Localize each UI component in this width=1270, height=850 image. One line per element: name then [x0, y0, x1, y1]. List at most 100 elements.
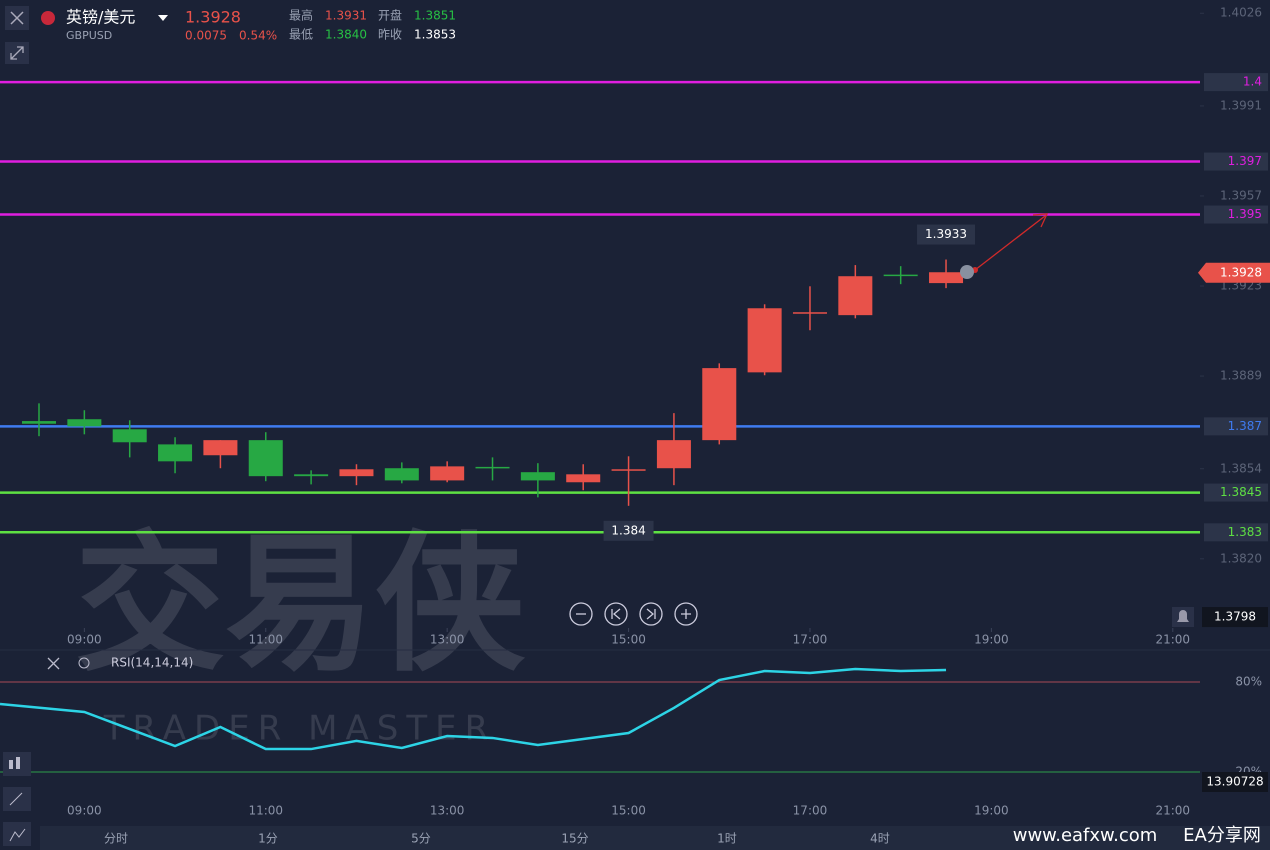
- prev: 1.3853: [414, 28, 456, 42]
- level-label: 1.397: [1228, 154, 1262, 168]
- low-label: 最低: [289, 28, 313, 42]
- high-marker-box: [917, 224, 976, 245]
- x-tick-label: 17:00: [793, 633, 828, 647]
- rsi-close[interactable]: [47, 657, 60, 670]
- low-marker: 1.384: [611, 523, 645, 537]
- watermark-subtitle: TRADER MASTER: [103, 709, 496, 749]
- y-tick-label: 1.3991: [1220, 98, 1262, 112]
- prev-label: 昨收: [378, 28, 402, 42]
- x-tick-label: 11:00: [248, 633, 283, 647]
- x-tick-label: 15:00: [611, 633, 646, 647]
- candle-body: [384, 468, 419, 481]
- candle-body: [702, 368, 737, 441]
- candle-body: [929, 272, 964, 284]
- dropdown-icon[interactable]: [158, 15, 168, 21]
- alert-button[interactable]: [1172, 607, 1194, 627]
- candle-body: [747, 308, 782, 373]
- y-tick-label: 1.3889: [1220, 369, 1262, 383]
- open: 1.3851: [414, 9, 456, 23]
- level-label-box: [1204, 523, 1268, 542]
- rsi-line: [0, 667, 947, 751]
- candle-body: [792, 312, 827, 314]
- level-label: 1.395: [1228, 207, 1262, 221]
- tab-bar: [40, 826, 1270, 850]
- level-label: 1.3845: [1220, 485, 1262, 499]
- candle-body: [430, 466, 465, 481]
- open-label: 开盘: [378, 8, 402, 23]
- level-label-box: [1204, 205, 1268, 224]
- high-marker: 1.3933: [925, 227, 967, 241]
- x-tick-label: 13:00: [430, 804, 465, 818]
- level-label-box: [1204, 417, 1268, 436]
- x-tick-label: 09:00: [67, 633, 102, 647]
- footer-site: www.eafxw.com: [1013, 825, 1158, 846]
- y-tick-label: 1.3957: [1220, 188, 1262, 202]
- change: 0.0075: [185, 29, 227, 43]
- footer-brand: EA分享网: [1183, 825, 1261, 846]
- cursor-price: 1.3798: [1214, 610, 1256, 624]
- candle-body: [566, 474, 601, 483]
- low-marker-box: [603, 520, 654, 541]
- candle-body: [158, 444, 193, 462]
- last-price-box: [1198, 262, 1270, 283]
- candle-body: [294, 474, 329, 477]
- y-tick-label: 1.4026: [1220, 6, 1262, 20]
- x-tick-label: 19:00: [974, 804, 1009, 818]
- price: 1.3928: [185, 8, 241, 27]
- x-tick-label: 17:00: [793, 804, 828, 818]
- rsi-tick-label: 80%: [1235, 675, 1262, 689]
- low: 1.3840: [325, 28, 367, 42]
- rsi-current-box: [1202, 772, 1268, 792]
- level-label-box: [1204, 73, 1268, 92]
- x-tick-label: 21:00: [1155, 804, 1190, 818]
- trend-arrow: [974, 213, 1049, 271]
- nav-controls[interactable]: [569, 602, 698, 626]
- symbol-name[interactable]: 英镑/美元: [66, 8, 135, 27]
- rsi-current: 13.90728: [1206, 775, 1263, 789]
- price-axis-area: [1200, 0, 1270, 625]
- candle-body: [475, 466, 510, 469]
- y-tick-label: 1.3820: [1220, 551, 1262, 565]
- timeframe-tab[interactable]: 1分: [258, 832, 278, 846]
- level-label: 1.387: [1228, 419, 1262, 433]
- symbol-code: GBPUSD: [66, 29, 112, 42]
- timeframe-tab[interactable]: 5分: [411, 832, 431, 846]
- x-tick-label: 21:00: [1155, 633, 1190, 647]
- high: 1.3931: [325, 9, 367, 23]
- x-tick-label: 13:00: [430, 633, 465, 647]
- info-icon[interactable]: [960, 265, 974, 279]
- candle-body: [883, 274, 918, 277]
- level-label: 1.383: [1228, 525, 1262, 539]
- candle-body: [203, 440, 238, 456]
- level-label-box: [1204, 483, 1268, 502]
- timeframe-tab[interactable]: 4时: [870, 832, 890, 846]
- candle-body: [838, 276, 873, 316]
- y-tick-label: 1.3854: [1220, 461, 1262, 475]
- timeframe-tab[interactable]: 1时: [717, 832, 737, 846]
- timeframe-tab[interactable]: 分时: [104, 832, 128, 846]
- candle-body: [67, 419, 102, 427]
- candle-body: [339, 469, 374, 477]
- high-label: 最高: [289, 8, 313, 23]
- candle-body: [112, 429, 147, 443]
- flag-icon: [41, 11, 55, 25]
- collapse-button[interactable]: [5, 42, 29, 64]
- candle-body: [520, 472, 555, 481]
- close-button[interactable]: [5, 6, 29, 30]
- x-tick-label: 15:00: [611, 804, 646, 818]
- rsi-label: RSI(14,14,14): [111, 656, 193, 670]
- x-tick-label: 19:00: [974, 633, 1009, 647]
- candle-body: [611, 469, 646, 471]
- last-price: 1.3928: [1220, 265, 1262, 279]
- x-tick-label: 09:00: [67, 804, 102, 818]
- level-label-box: [1204, 152, 1268, 171]
- timeframe-tab[interactable]: 15分: [561, 832, 588, 846]
- side-tools[interactable]: [3, 752, 31, 846]
- cursor-price-box: [1202, 607, 1268, 628]
- candle-body: [656, 440, 691, 469]
- change-pct: 0.54%: [239, 29, 277, 43]
- candle-body: [21, 421, 57, 424]
- rsi-settings[interactable]: [78, 657, 90, 669]
